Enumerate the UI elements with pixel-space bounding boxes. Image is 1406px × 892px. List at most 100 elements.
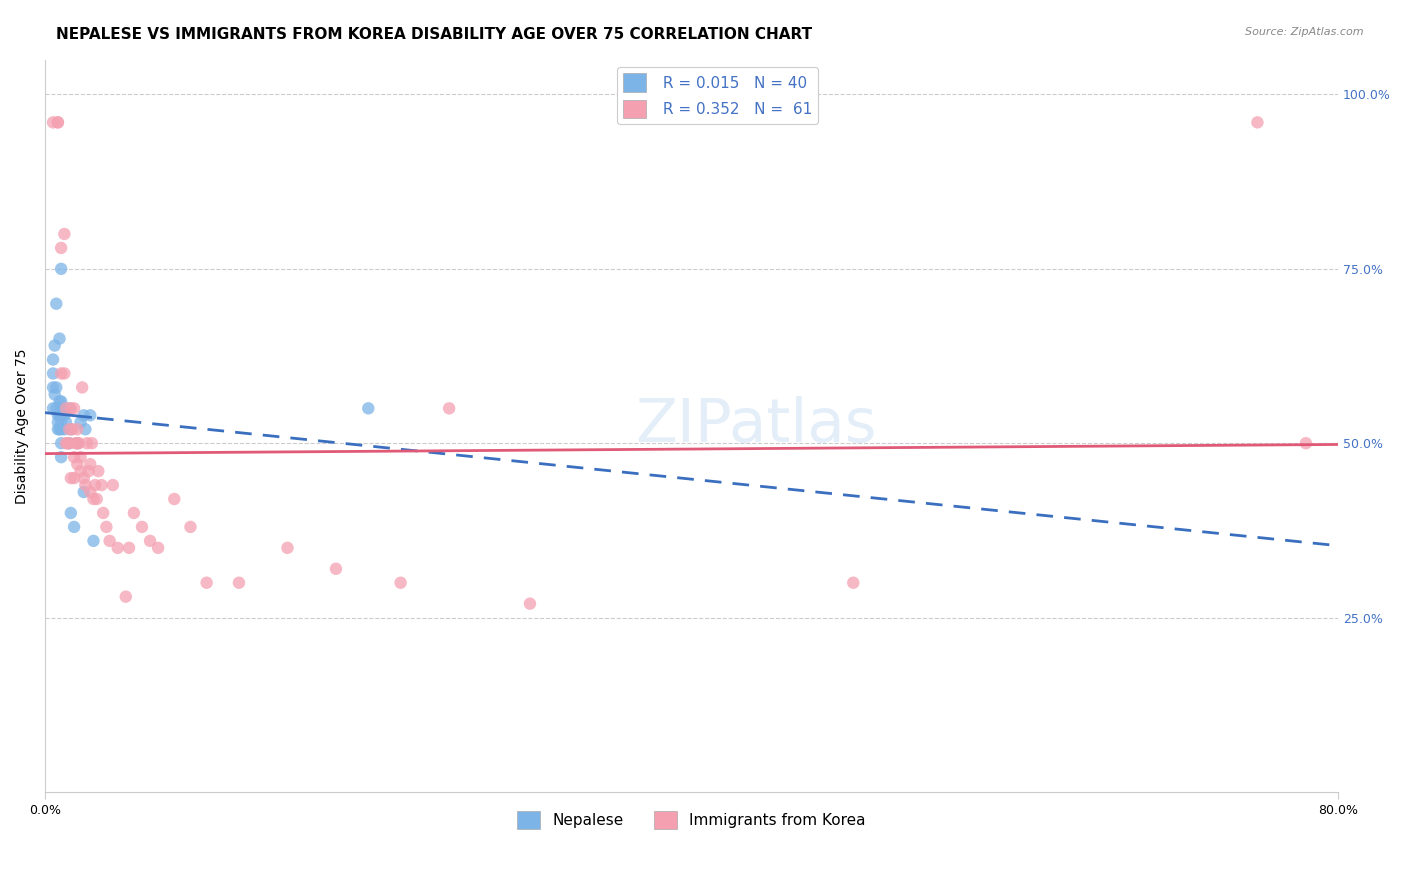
Point [76,436,98,450]
Point [44,338,66,352]
Point [86,491,108,506]
Point [42,352,65,367]
Point [49,261,72,276]
Point [63,450,86,465]
Point [69,464,91,478]
Point [66,436,89,450]
Point [357,401,380,416]
Point [1246,115,1268,129]
Point [45,401,67,416]
Point [45,380,67,394]
Point [53,227,76,241]
Point [79,457,101,471]
Point [53,367,76,381]
Point [42,380,65,394]
Point [69,415,91,429]
Point [96,520,118,534]
Point [179,520,201,534]
Point [1295,436,1317,450]
Point [49,367,72,381]
Text: Source: ZipAtlas.com: Source: ZipAtlas.com [1246,27,1364,37]
Point [59,401,82,416]
Point [65,436,87,450]
Point [46,409,69,423]
Point [80,436,103,450]
Point [325,562,347,576]
Point [49,409,72,423]
Point [62,422,84,436]
Point [73,409,96,423]
Point [82,491,104,506]
Point [114,590,136,604]
Point [48,409,70,423]
Point [53,409,76,423]
Point [42,115,65,129]
Point [49,241,72,255]
Point [146,541,169,555]
Point [48,394,70,409]
Point [44,387,66,401]
Point [70,380,93,394]
Point [276,541,298,555]
Point [82,533,104,548]
Point [49,415,72,429]
Point [53,422,76,436]
Point [389,575,412,590]
Point [79,485,101,500]
Point [63,471,86,485]
Point [73,471,96,485]
Point [49,422,72,436]
Point [69,450,91,465]
Point [45,296,67,310]
Point [42,401,65,416]
Point [107,541,129,555]
Point [58,436,80,450]
Point [66,457,89,471]
Point [77,464,100,478]
Point [58,422,80,436]
Point [58,436,80,450]
Point [98,533,121,548]
Point [131,520,153,534]
Point [46,422,69,436]
Point [59,506,82,520]
Point [55,401,77,416]
Point [48,332,70,346]
Point [195,575,218,590]
Point [66,436,89,450]
Point [73,485,96,500]
Point [66,422,89,436]
Point [49,436,72,450]
Point [48,422,70,436]
Point [46,115,69,129]
Point [87,464,110,478]
Point [49,394,72,409]
Y-axis label: Disability Age Over 75: Disability Age Over 75 [15,348,30,503]
Point [59,471,82,485]
Point [437,401,460,416]
Point [55,436,77,450]
Text: ZIPatlas: ZIPatlas [636,396,877,455]
Point [63,401,86,416]
Point [75,478,97,492]
Point [84,478,107,492]
Point [228,575,250,590]
Point [56,436,79,450]
Point [118,541,141,555]
Point [91,506,114,520]
Point [122,506,145,520]
Point [49,401,72,416]
Point [163,491,186,506]
Point [842,575,865,590]
Point [67,436,90,450]
Point [55,415,77,429]
Text: NEPALESE VS IMMIGRANTS FROM KOREA DISABILITY AGE OVER 75 CORRELATION CHART: NEPALESE VS IMMIGRANTS FROM KOREA DISABI… [56,27,813,42]
Point [63,520,86,534]
Point [90,478,112,492]
Point [58,401,80,416]
Point [42,367,65,381]
Point [519,597,541,611]
Point [46,415,69,429]
Point [101,478,124,492]
Point [79,409,101,423]
